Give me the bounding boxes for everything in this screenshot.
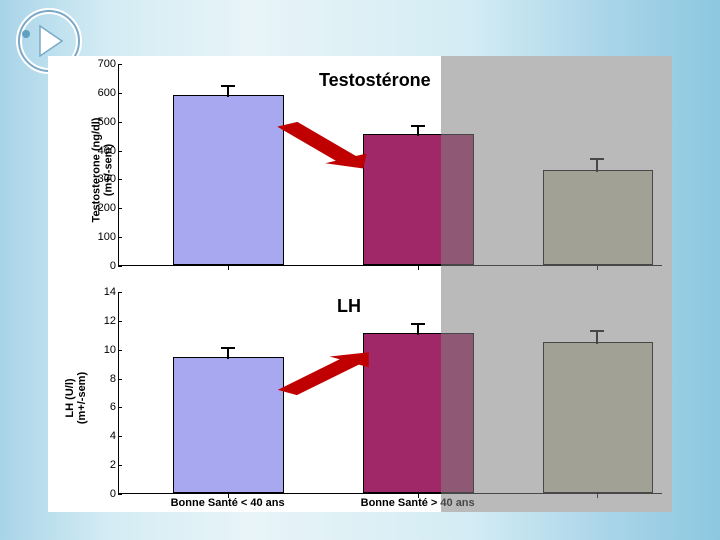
y-tick: 100 — [98, 231, 116, 243]
x-tick — [418, 266, 419, 270]
plot-area: Testostérone — [118, 64, 662, 266]
x-axis-label: Bonne Santé < 40 ans — [171, 497, 285, 509]
y-tick: 12 — [104, 315, 116, 327]
y-ticks: 02468101214 — [88, 292, 116, 494]
y-tick: 300 — [98, 173, 116, 185]
y-tick: 8 — [110, 373, 116, 385]
plot-area: LH Bonne Santé < 40 ansBonne Santé > 40 … — [118, 292, 662, 494]
chart-panel: Testosterone (ng/dl) (m+/-sem) 010020030… — [48, 56, 672, 512]
y-tick: 700 — [98, 58, 116, 70]
lh-chart: LH (U/l) (m+/-sem) 0 2 4 6 8 10 12 14 LH Bonne … — [48, 284, 672, 512]
y-tick: 2 — [110, 459, 116, 471]
y-tick: 0 — [110, 488, 116, 500]
y-tick: 400 — [98, 145, 116, 157]
y-tick: 200 — [98, 202, 116, 214]
y-axis-label: LH (U/l) (m+/-sem) — [64, 372, 88, 424]
trend-arrow-icon — [119, 292, 662, 493]
x-tick — [597, 266, 598, 270]
y-tick: 10 — [104, 344, 116, 356]
y-tick: 14 — [104, 286, 116, 298]
trend-arrow-icon — [119, 64, 662, 265]
x-tick — [228, 266, 229, 270]
y-ticks: 0100200300400500600700 — [88, 64, 116, 266]
y-tick: 500 — [98, 116, 116, 128]
x-axis-label: Bonne Santé > 40 ans — [361, 497, 475, 509]
x-tick — [597, 494, 598, 498]
testosterone-chart: Testosterone (ng/dl) (m+/-sem) 010020030… — [48, 56, 672, 284]
y-tick: 4 — [110, 430, 116, 442]
y-tick: 6 — [110, 401, 116, 413]
y-tick: 600 — [98, 87, 116, 99]
y-tick: 0 — [110, 260, 116, 272]
slide-background: Testosterone (ng/dl) (m+/-sem) 010020030… — [0, 0, 720, 540]
